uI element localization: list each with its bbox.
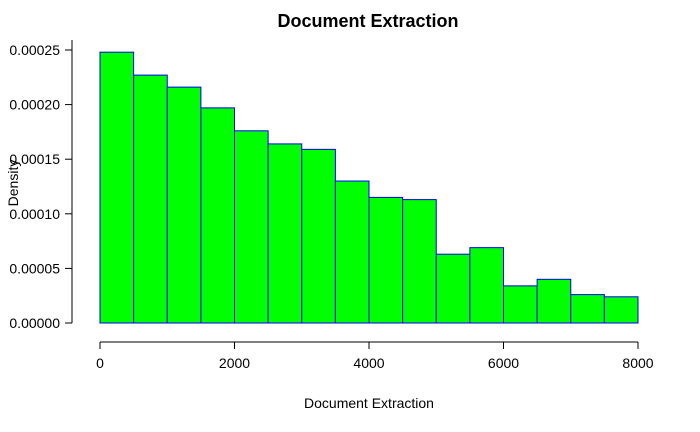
x-axis-label: Document Extraction [304,395,434,411]
histogram-bar-4 [234,130,269,324]
x-axis: 0 2000 4000 6000 8000 [96,341,654,371]
y-axis: 0.00000 0.00005 0.00010 0.00015 0.00020 0.000… [9,40,73,331]
histogram-bar-9 [402,199,437,324]
histogram-bar-13 [536,278,572,324]
x-tick-label-0: 0 [96,355,104,371]
histogram-bar-5 [267,143,303,324]
y-axis-label: Density [5,160,21,207]
histogram-bar-10 [435,253,471,324]
histogram-bar-15 [603,296,639,324]
x-tick-label-2: 4000 [353,355,384,371]
y-tick-label-1: 0.00005 [9,260,60,276]
y-tick-label-2: 0.00010 [9,206,60,222]
histogram-bar-11 [469,247,504,324]
histogram-bar-1 [133,74,168,324]
histogram-bar-2 [166,86,202,324]
bars-group [99,51,639,324]
histogram-bar-14 [570,294,605,324]
histogram-bar-8 [368,196,404,324]
histogram-bar-0 [99,51,135,324]
histogram-bar-7 [334,180,370,324]
y-tick-label-4: 0.00020 [9,97,60,113]
histogram-bar-6 [301,148,336,324]
histogram-bar-12 [503,285,538,324]
x-tick-label-1: 2000 [219,355,250,371]
y-tick-label-3: 0.00015 [9,151,60,167]
x-tick-label-3: 6000 [488,355,519,371]
y-tick-label-0: 0.00000 [9,315,60,331]
histogram-bar-3 [200,107,235,324]
x-tick-label-4: 8000 [622,355,653,371]
y-tick-label-5: 0.00025 [9,42,60,58]
chart-title: Document Extraction [277,11,458,31]
